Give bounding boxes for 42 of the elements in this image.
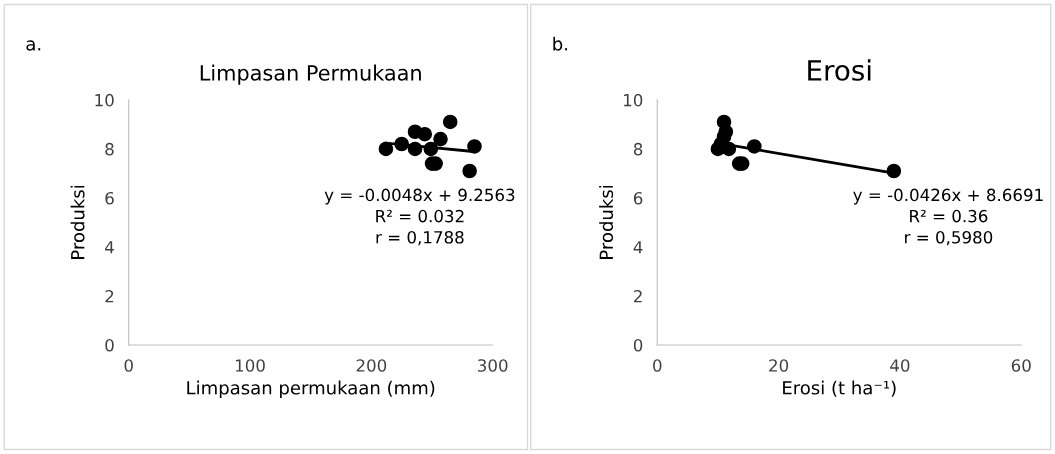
point (886, 163, 902, 179)
point (467, 139, 482, 154)
x-tick-label: 0 (653, 359, 662, 372)
y-tick-label: 0 (105, 339, 114, 352)
point (407, 141, 423, 157)
point (442, 114, 458, 130)
point (747, 139, 762, 154)
x-axis-title: Limpasan permukaan (mm) (187, 380, 435, 399)
y-axis-title: Produksi (70, 185, 85, 259)
annotation: y = -0.0048x + 9.2563 R² = 0.032 r = 0,1788 (324, 188, 515, 246)
point (433, 131, 448, 147)
point (462, 163, 477, 179)
x-tick-label: 20 (769, 359, 789, 372)
x-tick-label: 200 (356, 359, 387, 372)
x-tick-label: 100 (235, 359, 265, 372)
y-tick-label: 2 (633, 289, 642, 303)
x-tick-label: 60 (1011, 359, 1031, 372)
y-tick-label: 2 (105, 289, 114, 303)
point (417, 126, 433, 142)
y-tick-label: 8 (105, 142, 114, 156)
y-tick-label: 8 (633, 142, 643, 156)
chart-title: Erosi (808, 59, 871, 81)
y-tick-label: 10 (624, 93, 643, 107)
y-axis-title: Produksi (599, 185, 614, 259)
text: b. (553, 36, 568, 51)
point (378, 141, 394, 157)
annotation: y = -0.0426x + 8.6691 R² = 0.36 r = 0,5980 (853, 188, 1043, 246)
y-tick-label: 0 (633, 339, 643, 352)
y-tick-label: 6 (105, 191, 114, 205)
x-tick-label: 300 (478, 359, 508, 372)
y-tick-label: 10 (95, 93, 114, 107)
text: a. (26, 40, 41, 51)
point (423, 141, 439, 157)
chart-title: Limpasan Permukaan (200, 64, 421, 85)
y-tick-label: 6 (633, 191, 643, 205)
x-tick-label: 40 (890, 359, 910, 372)
point (721, 141, 737, 157)
y-tick-label: 4 (633, 241, 643, 254)
y-tick-label: 4 (105, 241, 114, 254)
point (394, 136, 409, 152)
x-axis-title: Erosi (t ha⁻¹) (783, 380, 896, 397)
x-tick-label: 0 (124, 359, 133, 372)
